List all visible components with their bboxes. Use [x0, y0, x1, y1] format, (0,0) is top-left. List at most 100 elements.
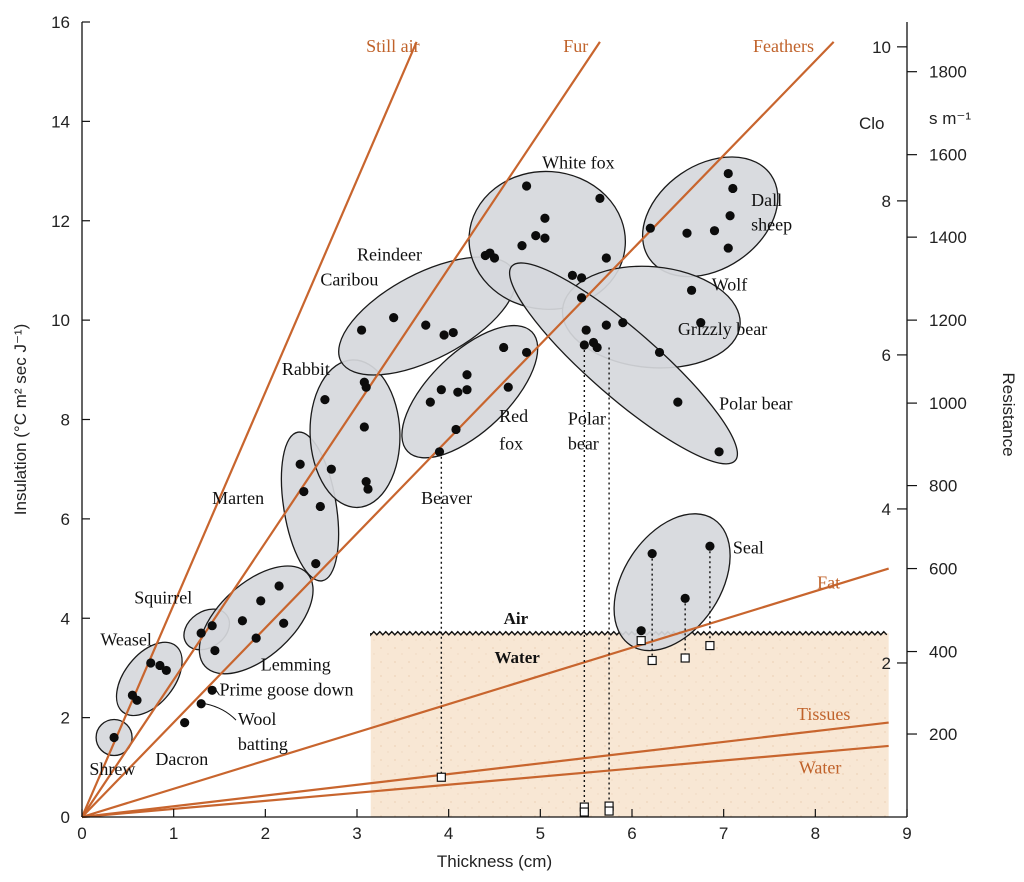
label-polar-17: Polar — [568, 408, 606, 428]
point-rabbit-1 — [320, 395, 330, 405]
point-polar-bear-1 — [581, 325, 591, 335]
label-reindeer-10: Reindeer — [357, 245, 422, 265]
x-tick-label-6: 6 — [627, 824, 636, 843]
point-seal-1 — [636, 626, 646, 636]
point-marten-4 — [311, 558, 321, 569]
point-prime-goose-down-1 — [207, 685, 217, 695]
label-feathers-3: Feathers — [753, 36, 814, 56]
point-wool-batting-1 — [196, 699, 206, 709]
label-lemming-24: Lemming — [261, 654, 331, 674]
leader-wool-batting — [205, 703, 237, 721]
point-seal-4 — [705, 541, 715, 551]
axes: 0 1 2 3 4 5 6 7 8 9024681012141624681020040060080… — [11, 13, 1018, 871]
label-tissues-5: Tissues — [797, 704, 850, 724]
x-tick-label-4: 4 — [444, 824, 453, 843]
resistance-unit: s m⁻¹ — [929, 109, 971, 128]
point-reindeer-caribou-1 — [356, 325, 367, 335]
label-batting-28: batting — [238, 734, 288, 754]
clo-tick-label-6: 6 — [882, 346, 891, 365]
x-tick-label-8: 8 — [811, 824, 820, 843]
point-white-fox-3 — [517, 240, 527, 251]
point-red-fox-2 — [436, 385, 446, 395]
region-seal — [613, 513, 731, 652]
point-wolf-2 — [618, 318, 628, 328]
label-prime-goose-down-26: Prime goose down — [220, 679, 354, 699]
point-white-fox-5 — [531, 231, 541, 241]
water-point-7 — [647, 655, 657, 666]
label-water-6: Water — [799, 757, 842, 777]
x-tick-label-7: 7 — [719, 824, 728, 843]
point-weasel-4 — [155, 660, 165, 671]
label-weasel-25: Weasel — [100, 630, 152, 650]
point-dall-sheep-5 — [728, 183, 738, 194]
clo-tick-label-2: 2 — [882, 654, 891, 673]
label-still-air-1: Still air — [366, 36, 420, 56]
point-reindeer-caribou-5 — [448, 327, 458, 338]
point-red-fox-4 — [462, 385, 472, 395]
point-wolf-4 — [686, 285, 697, 295]
y-tick-label-6: 6 — [61, 510, 70, 529]
clo-axis-title: Clo — [859, 114, 885, 133]
point-weasel-5 — [161, 665, 171, 676]
label-fox-16: fox — [499, 433, 523, 453]
label-white-fox-7: White fox — [542, 153, 614, 173]
water-point-1 — [436, 772, 446, 782]
point-white-fox-4 — [521, 181, 532, 191]
label-seal-22: Seal — [733, 538, 764, 558]
line-fur — [81, 41, 601, 818]
resistance-tick-label-800: 800 — [929, 477, 957, 496]
line-still-air — [80, 41, 418, 818]
resistance-tick-label-1400: 1400 — [929, 228, 967, 247]
point-polar-bear-2 — [579, 340, 589, 350]
x-tick-label-2: 2 — [261, 824, 270, 843]
annotations: Still air Fur Feathers Fat Tissues Water White… — [89, 36, 850, 779]
point-red-fox-10 — [434, 447, 445, 457]
label-wool-27: Wool — [238, 709, 277, 729]
point-red-fox-5 — [462, 370, 472, 380]
point-marten-1 — [295, 459, 305, 469]
label-marten-20: Marten — [212, 488, 264, 508]
point-squirrel-1 — [196, 628, 206, 638]
point-red-fox-1 — [425, 397, 435, 407]
label-fat-4: Fat — [817, 572, 840, 592]
resistance-tick-label-200: 200 — [929, 725, 957, 744]
point-reindeer-caribou-2 — [389, 313, 399, 323]
label-grizzly-bear-13: Grizzly bear — [678, 319, 767, 339]
point-marten-3 — [315, 501, 325, 512]
point-marten-2 — [299, 486, 309, 497]
label-water-32: Water — [495, 648, 541, 667]
y-tick-label-12: 12 — [51, 212, 70, 231]
line-fat — [81, 567, 889, 819]
point-dall-sheep-2 — [682, 228, 692, 238]
point-dall-sheep-1 — [645, 223, 655, 233]
point-lemming-3 — [251, 633, 261, 643]
clo-tick-label-10: 10 — [872, 38, 891, 57]
point-rabbit-7 — [363, 484, 373, 494]
point-white-fox-2 — [489, 253, 500, 263]
point-polar-bear-4 — [592, 342, 602, 353]
label-squirrel-23: Squirrel — [134, 587, 192, 607]
point-red-fox-8 — [521, 347, 532, 358]
label-rabbit-14: Rabbit — [282, 359, 330, 379]
x-tick-label-5: 5 — [536, 824, 545, 843]
point-dacron-1 — [180, 717, 190, 728]
y-tick-label-8: 8 — [61, 411, 70, 430]
point-dall-sheep-3 — [709, 226, 720, 236]
resistance-axis-title: Resistance — [999, 372, 1018, 456]
point-squirrel-2 — [207, 621, 217, 631]
line-tissues — [81, 721, 889, 819]
point-lemming-5 — [274, 581, 284, 591]
x-tick-label-1: 1 — [169, 824, 178, 843]
point-wolf-5 — [696, 318, 706, 328]
x-tick-label-3: 3 — [352, 824, 361, 843]
point-lemming-6 — [279, 618, 289, 628]
region-polar-bear — [508, 262, 739, 465]
point-dall-sheep-6 — [725, 211, 735, 221]
point-reindeer-caribou-3 — [421, 320, 431, 330]
point-red-fox-9 — [451, 424, 461, 435]
resistance-tick-label-1000: 1000 — [929, 394, 967, 413]
data-points — [109, 168, 738, 817]
point-rabbit-6 — [361, 477, 371, 487]
